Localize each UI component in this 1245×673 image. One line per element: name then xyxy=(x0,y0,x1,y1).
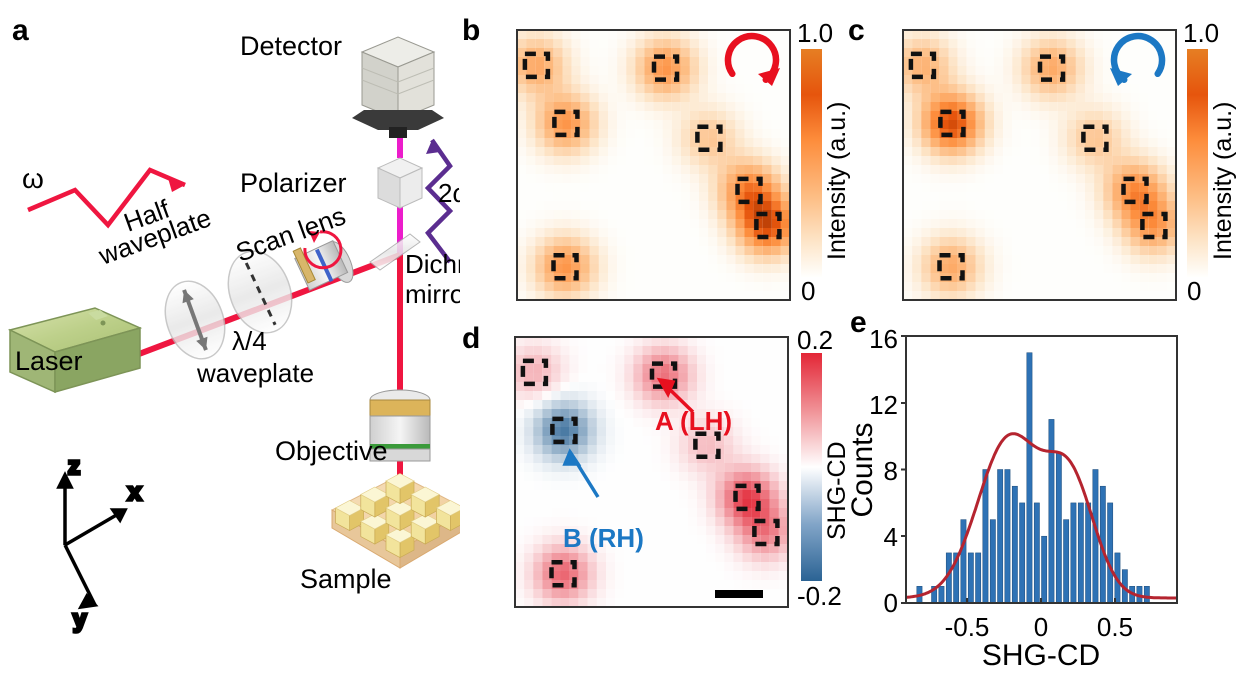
svg-text:4: 4 xyxy=(884,522,898,552)
svg-text:Intensity (a.u.): Intensity (a.u.) xyxy=(1209,102,1237,260)
svg-text:0.5: 0.5 xyxy=(1097,612,1133,642)
svg-text:B (RH): B (RH) xyxy=(563,523,644,553)
svg-text:Intensity (a.u.): Intensity (a.u.) xyxy=(823,102,851,260)
svg-text:SHG-CD: SHG-CD xyxy=(982,639,1100,672)
svg-text:1.0: 1.0 xyxy=(797,18,833,48)
svg-text:16: 16 xyxy=(869,324,898,354)
svg-text:-0.5: -0.5 xyxy=(945,612,990,642)
svg-text:8: 8 xyxy=(884,456,898,486)
svg-text:0: 0 xyxy=(1034,612,1048,642)
svg-text:Counts: Counts xyxy=(846,422,879,517)
svg-text:0: 0 xyxy=(884,588,898,618)
svg-text:0: 0 xyxy=(1187,276,1201,306)
svg-text:0.2: 0.2 xyxy=(797,325,833,355)
svg-text:-0.2: -0.2 xyxy=(797,581,842,611)
svg-text:0: 0 xyxy=(801,276,815,306)
svg-text:1.0: 1.0 xyxy=(1183,18,1219,48)
svg-text:12: 12 xyxy=(869,390,898,420)
